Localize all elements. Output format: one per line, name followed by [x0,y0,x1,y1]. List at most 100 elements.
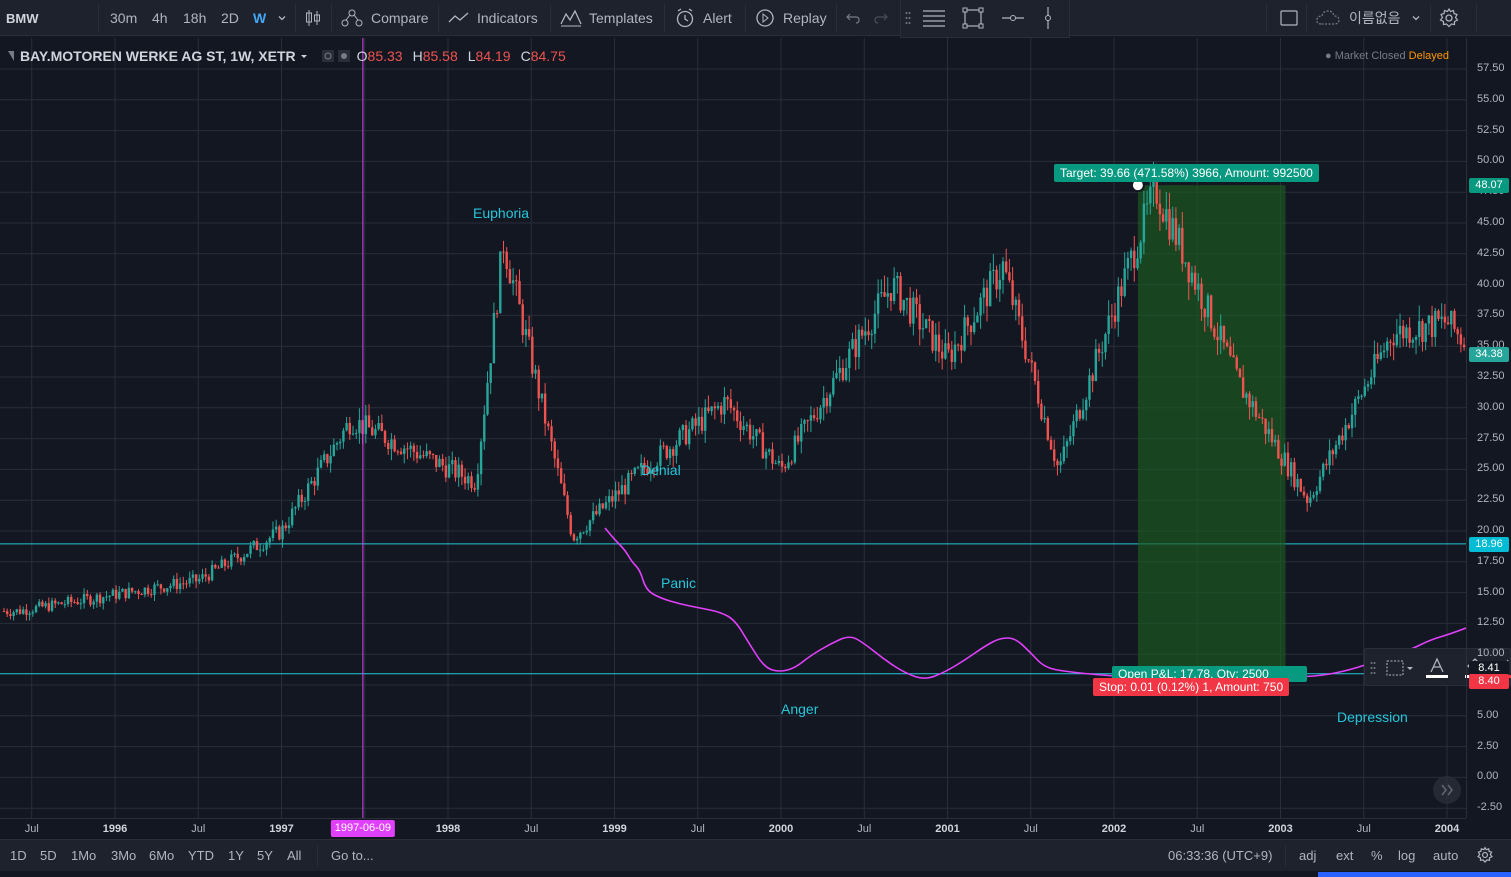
candle-body [1286,452,1290,477]
candle-body [185,583,188,585]
goto-date-button[interactable]: Go to... [331,848,374,863]
candle-body [982,287,985,298]
candle-body [1450,310,1453,325]
alert-button[interactable]: Alert [674,0,732,36]
chart-type-candles-icon[interactable] [304,0,322,36]
range-5y-button[interactable]: 5Y [257,848,273,863]
candle-body [249,545,252,554]
undo-icon[interactable] [845,0,861,36]
templates-button[interactable]: Templates [560,0,653,36]
time-tick-label: 2001 [935,823,960,835]
candle-body [230,554,233,567]
label-anger[interactable]: Anger [781,701,819,717]
rectangle-select-icon[interactable] [961,0,985,36]
main-chart[interactable] [0,38,1466,818]
interval-2d-button[interactable]: 2D [221,10,239,26]
adj-toggle[interactable]: adj [1299,848,1317,863]
symbol-search-button[interactable]: BMW [6,0,39,36]
range-ytd-button[interactable]: YTD [188,848,214,863]
clock-timezone-button[interactable]: 06:33:36 (UTC+9) [1168,848,1273,863]
label-depression[interactable]: Depression [1337,709,1408,725]
interval-dropdown-chevron-icon[interactable] [276,0,288,36]
candle-body [380,423,384,432]
bottom-panel-tab[interactable] [1318,872,1511,877]
template-select-icon[interactable] [1385,650,1415,686]
scale-settings-gear-icon[interactable] [1476,846,1494,867]
candle-body [780,460,784,467]
fullscreen-icon[interactable] [1279,0,1299,36]
candle-body [278,526,281,540]
position-target-badge[interactable]: Target: 39.66 (471.58%) 3966, Amount: 99… [1054,164,1319,182]
drag-handle-icon[interactable] [1370,650,1376,686]
position-stop-badge[interactable]: Stop: 0.01 (0.12%) 1, Amount: 750 [1093,678,1290,696]
candle-body [639,463,643,468]
range-6mo-button[interactable]: 6Mo [149,848,175,863]
drag-handle-icon[interactable] [905,0,911,36]
label-denial[interactable]: Denial [641,462,681,478]
range-1y-button[interactable]: 1Y [228,848,244,863]
replay-button[interactable]: Replay [754,0,827,36]
candle-body [995,269,998,290]
candle-body [1193,272,1197,290]
interval-18h-button[interactable]: 18h [183,10,207,26]
time-scale[interactable]: 1997-06-09 Jul 1996 Jul 1997 1998 Jul 1999 Jul 2… [0,818,1466,838]
candle-body [47,603,51,611]
candle-body [300,494,303,502]
interval-30m-button[interactable]: 30m [110,10,138,26]
range-3mo-button[interactable]: 3Mo [111,848,137,863]
range-5d-button[interactable]: 5D [40,848,57,863]
candle-body [652,470,656,472]
legend-symbol-title[interactable]: BAY.MOTOREN WERKE AG ST, 1W, XETR [20,48,296,64]
text-color-icon[interactable] [1424,650,1450,686]
range-1d-button[interactable]: 1D [10,848,27,863]
candle-body [31,612,35,614]
candle-body [1181,227,1184,264]
compare-button[interactable]: Compare [340,0,429,36]
auto-toggle[interactable]: auto [1433,848,1459,863]
range-1mo-button[interactable]: 1Mo [71,848,97,863]
candle-body [150,594,153,596]
candle-body [915,297,918,305]
interval-w-button[interactable]: W [253,10,267,26]
layout-menu-button[interactable]: 이름없음 [1315,0,1422,36]
label-euphoria[interactable]: Euphoria [473,205,530,221]
candle-body [111,589,115,596]
candle-body [950,349,953,362]
percent-toggle[interactable]: % [1371,848,1383,863]
candle-body [553,441,556,459]
candle-body [569,514,572,535]
interval-4h-button[interactable]: 4h [152,10,168,26]
candle-body [374,429,377,436]
range-all-button[interactable]: All [287,848,302,863]
candle-body [918,304,921,330]
candle-body [575,538,579,541]
candle-body [1354,399,1357,415]
candle-body [268,538,271,543]
time-tick-label: 1997 [269,823,294,835]
candle-body [832,378,835,395]
log-toggle[interactable]: log [1398,848,1416,863]
ext-toggle[interactable]: ext [1336,848,1354,863]
indicators-button[interactable]: Indicators [448,0,538,36]
vertical-line-icon[interactable] [1041,0,1055,36]
scroll-to-realtime-button[interactable] [1433,776,1461,804]
redo-icon[interactable] [873,0,889,36]
candle-body [921,328,925,330]
candle-body [748,424,752,440]
candle-body [1434,310,1437,337]
chevron-down-icon [1412,16,1419,21]
label-panic[interactable]: Panic [661,575,697,591]
candle-body [655,465,659,471]
line-style-icon[interactable] [921,0,947,36]
candle-body [630,472,633,474]
candle-body [428,451,432,454]
candle-body [447,464,451,478]
candle-body [1161,214,1165,222]
price-scale[interactable]: 57.5055.0052.5050.0047.5045.0042.5040.00… [1466,38,1511,818]
candle-body [1104,334,1107,353]
candle-body [505,251,508,270]
horizontal-line-icon[interactable] [1001,0,1025,36]
settings-gear-icon[interactable] [1438,0,1460,36]
candle-body [1027,359,1030,361]
collapse-legend-icon [8,51,14,61]
